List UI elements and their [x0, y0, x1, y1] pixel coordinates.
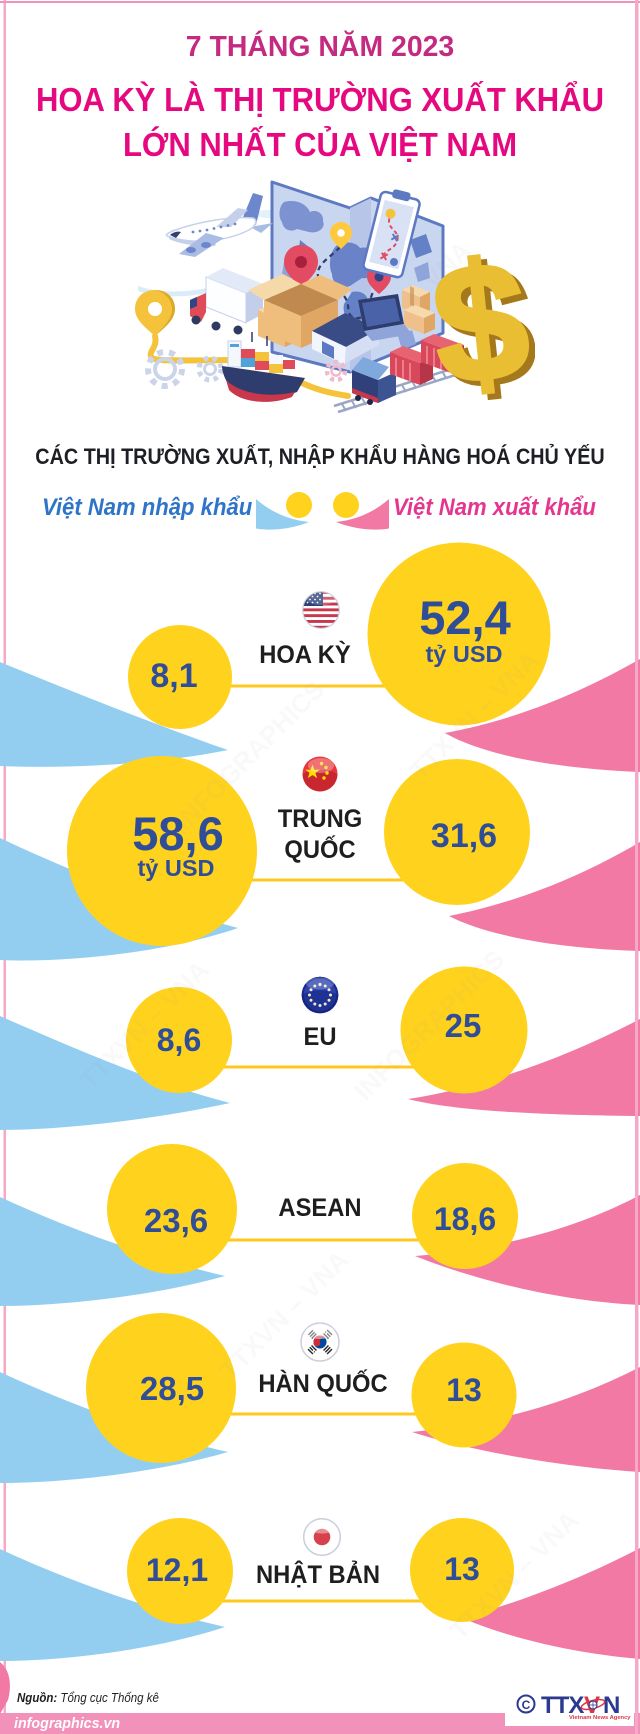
svg-text:$: $ [431, 232, 535, 425]
svg-text:TTX: TTX [541, 1692, 584, 1719]
svg-text:C: C [522, 1698, 531, 1712]
svg-text:N: N [603, 1692, 620, 1719]
svg-text:Vietnam News Agency: Vietnam News Agency [569, 1715, 631, 1721]
svg-text:$: $ [425, 227, 535, 421]
